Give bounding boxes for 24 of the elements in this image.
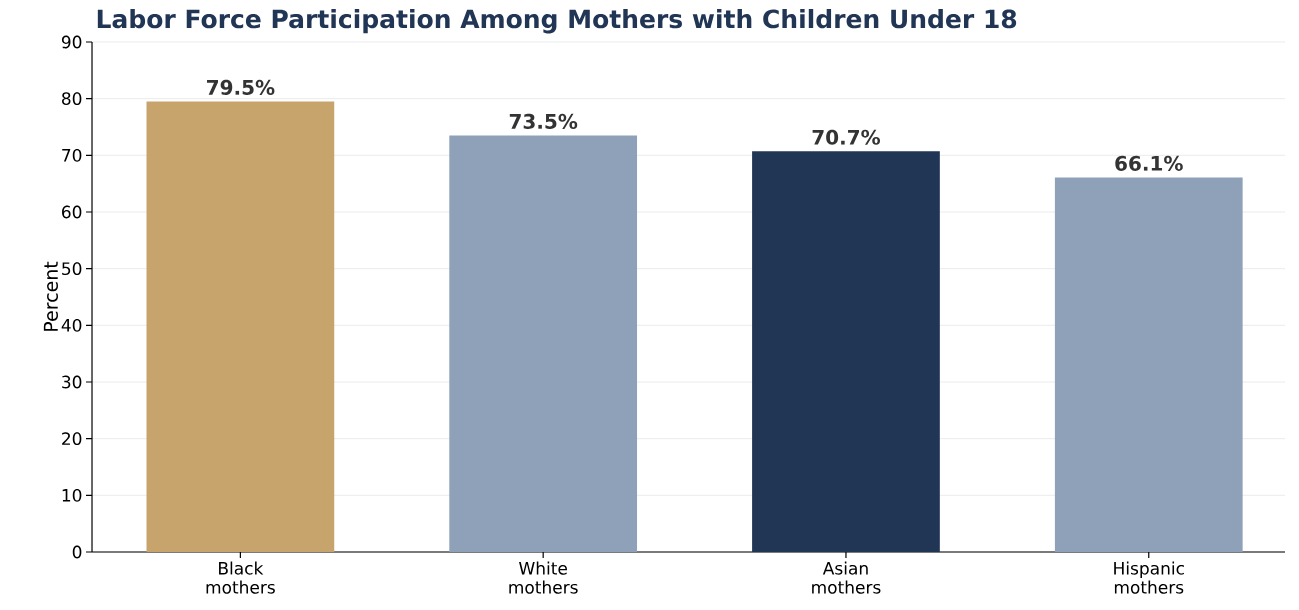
y-axis-title: Percent: [43, 261, 58, 331]
data-label: 73.5%: [509, 113, 578, 129]
bar: [146, 101, 335, 552]
y-tick-label: 40: [61, 318, 82, 332]
bar: [449, 135, 638, 552]
x-tick-label: Hispanic mothers: [1114, 561, 1184, 594]
bar: [1054, 177, 1243, 552]
y-tick-label: 10: [62, 488, 82, 502]
y-tick-label: 60: [62, 205, 82, 219]
y-tick-label: 50: [62, 262, 82, 276]
y-tick-label: 70: [62, 148, 82, 162]
x-tick-label: White mothers: [509, 561, 578, 594]
y-tick-label: 0: [72, 545, 82, 559]
bar: [752, 151, 940, 552]
y-tick-label: 90: [61, 35, 82, 49]
y-tick-label: 30: [62, 375, 82, 389]
chart-title: Labor Force Participation Among Mothers with Children Under 18: [97, 9, 1017, 34]
y-tick-label: 80: [62, 92, 82, 106]
y-tick-label: 20: [62, 432, 82, 446]
data-label: 66.1%: [1115, 155, 1183, 171]
x-tick-label: Black mothers: [206, 561, 275, 594]
x-tick-label: Asian mothers: [812, 561, 881, 594]
data-label: 79.5%: [207, 79, 275, 95]
data-label: 70.7%: [812, 129, 881, 145]
